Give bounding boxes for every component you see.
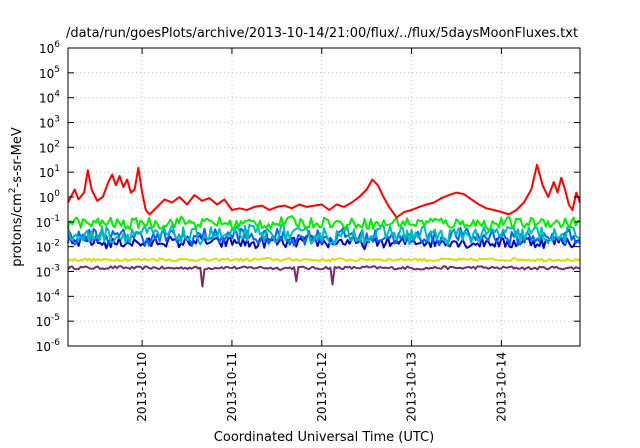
y-tick-label: 103 bbox=[39, 115, 60, 131]
y-tick-exp: -6 bbox=[51, 338, 60, 348]
y-tick-exp: 0 bbox=[54, 189, 60, 199]
y-axis-label-exp: 2 bbox=[8, 187, 18, 193]
y-tick-exp: -2 bbox=[51, 239, 60, 249]
y-tick-label: 10-2 bbox=[36, 239, 60, 255]
gridlines bbox=[68, 48, 580, 346]
y-tick-base: 10 bbox=[39, 92, 54, 106]
y-tick-exp: 2 bbox=[54, 139, 60, 149]
y-tick-label: 104 bbox=[39, 90, 60, 106]
series-line bbox=[67, 256, 581, 263]
y-tick-base: 10 bbox=[36, 340, 51, 354]
y-tick-label: 10-1 bbox=[36, 214, 60, 230]
y-tick-base: 10 bbox=[39, 141, 54, 155]
y-tick-base: 10 bbox=[39, 67, 54, 81]
y-tick-exp: -5 bbox=[51, 313, 60, 323]
y-axis-label-rest: -s-sr-MeV bbox=[10, 127, 25, 187]
series-line bbox=[67, 163, 581, 219]
x-tick-label: 2013-10-11 bbox=[225, 352, 239, 422]
y-tick-base: 10 bbox=[39, 191, 54, 205]
y-tick-base: 10 bbox=[36, 241, 51, 255]
y-tick-exp: 3 bbox=[54, 115, 60, 125]
x-axis-ticks: 2013-10-10 2013-10-11 2013-10-12 2013-10-13… bbox=[135, 48, 508, 422]
y-tick-label: 10-4 bbox=[36, 288, 61, 304]
y-tick-exp: -3 bbox=[51, 264, 60, 274]
y-axis-label: protons/cm2-s-sr-MeV bbox=[8, 127, 25, 267]
y-tick-label: 100 bbox=[39, 189, 60, 205]
y-tick-label: 101 bbox=[39, 164, 60, 180]
x-tick-label: 2013-10-13 bbox=[405, 352, 419, 422]
x-tick-label: 2013-10-14 bbox=[494, 352, 508, 422]
y-tick-label: 105 bbox=[39, 65, 60, 81]
series-line bbox=[67, 223, 581, 247]
x-axis-label: Coordinated Universal Time (UTC) bbox=[214, 430, 434, 445]
y-tick-base: 10 bbox=[39, 166, 54, 180]
x-tick-label: 2013-10-10 bbox=[135, 352, 149, 422]
y-tick-exp: 6 bbox=[54, 40, 60, 50]
y-tick-label: 10-5 bbox=[36, 313, 60, 329]
y-tick-base: 10 bbox=[36, 315, 51, 329]
chart-title: /data/run/goesPlots/archive/2013-10-14/2… bbox=[66, 26, 578, 41]
x-tick-label: 2013-10-12 bbox=[315, 352, 329, 422]
y-tick-exp: 5 bbox=[54, 65, 60, 75]
y-axis-label-base: protons/cm bbox=[10, 193, 25, 267]
y-tick-base: 10 bbox=[36, 216, 51, 230]
y-tick-exp: -1 bbox=[51, 214, 60, 224]
y-tick-base: 10 bbox=[36, 290, 51, 304]
series-line bbox=[67, 265, 581, 288]
y-tick-exp: 1 bbox=[54, 164, 60, 174]
y-tick-exp: -4 bbox=[51, 288, 60, 298]
y-tick-label: 102 bbox=[39, 139, 60, 155]
y-tick-base: 10 bbox=[36, 266, 51, 280]
series-line bbox=[67, 215, 581, 231]
y-tick-label: 106 bbox=[39, 40, 60, 56]
y-axis-ticks: 10-610-510-410-310-210-11001011021031041… bbox=[36, 40, 580, 354]
y-tick-label: 10-3 bbox=[36, 264, 60, 280]
data-series bbox=[67, 163, 581, 288]
y-tick-label: 10-6 bbox=[36, 338, 61, 354]
y-tick-base: 10 bbox=[39, 42, 54, 56]
series-line bbox=[67, 234, 581, 251]
y-tick-exp: 4 bbox=[54, 90, 60, 100]
y-tick-base: 10 bbox=[39, 117, 54, 131]
